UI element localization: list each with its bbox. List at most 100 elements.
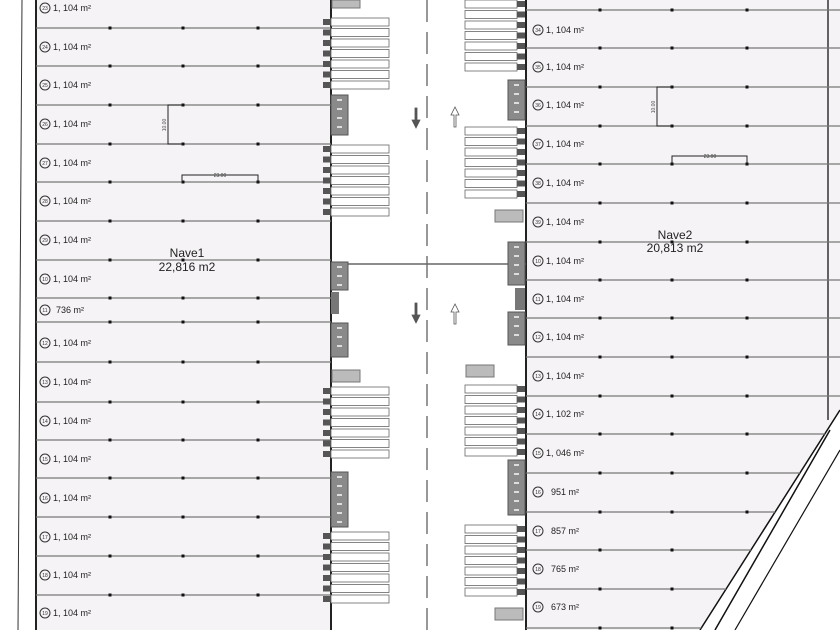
lot-marker — [670, 432, 674, 436]
lot-area: 1, 104 m² — [53, 196, 91, 206]
lot-number-circle — [532, 370, 544, 382]
lot-number: 15 — [42, 457, 48, 463]
lot-area: 1, 104 m² — [546, 217, 584, 227]
lot-number-circle — [532, 447, 544, 459]
lot-number-circle — [39, 337, 51, 349]
parking-stall-bumper — [517, 191, 525, 197]
lot-marker — [181, 593, 185, 597]
lot-number: 26 — [42, 122, 48, 128]
lot-number: 35 — [535, 65, 541, 71]
parking-stall-bumper — [517, 589, 525, 595]
parking-stall-bumper — [517, 386, 525, 392]
parking-stall-bumper — [517, 64, 525, 70]
lot-number-circle — [39, 234, 51, 246]
parking-stall-bumper — [323, 167, 331, 173]
parking-stall-bumper — [323, 61, 331, 67]
parking-block-mark — [337, 336, 342, 338]
gate — [331, 292, 339, 314]
parking-stall-bumper — [323, 585, 331, 592]
lot-number-circle — [532, 24, 544, 36]
parking-stall — [330, 80, 390, 90]
utility-box — [331, 0, 361, 9]
parking-stall-bumper — [517, 396, 525, 403]
lot-marker — [108, 180, 112, 184]
parking-block-mark — [514, 246, 519, 248]
lot-number: 15 — [535, 451, 541, 457]
dimension-depth — [167, 104, 183, 145]
lot-area: 1, 102 m² — [546, 409, 584, 419]
lot-marker — [108, 64, 112, 68]
lot-marker — [108, 320, 112, 324]
lot-area: 736 m² — [56, 305, 84, 315]
lot-marker — [108, 360, 112, 364]
lot-marker — [256, 476, 260, 480]
parking-stall — [330, 428, 390, 438]
lot-marker — [670, 510, 674, 514]
parking-stall-bumper — [323, 198, 331, 205]
parking-stall — [464, 437, 518, 446]
lot-marker — [181, 180, 185, 184]
parking-stall — [464, 168, 518, 178]
lot-marker — [670, 626, 674, 630]
lot-area: 1, 104 m² — [53, 274, 91, 284]
parking-stall-bumper — [517, 568, 525, 574]
parking-block-mark — [514, 325, 519, 327]
parking-stall — [330, 407, 390, 417]
gate — [515, 288, 525, 310]
parking-stall-bumper — [323, 388, 331, 394]
parking-stall-bumper — [323, 19, 331, 25]
parking-block-mark — [514, 102, 519, 104]
lot-number: 12 — [535, 335, 541, 341]
lot-marker — [256, 593, 260, 597]
lot-area: 1, 104 m² — [53, 377, 91, 387]
lot-marker — [745, 394, 749, 398]
lot-area: 1, 104 m² — [546, 62, 584, 72]
parking-stall — [330, 573, 390, 583]
lot-marker — [108, 554, 112, 558]
lot-marker — [256, 219, 260, 223]
lot-area: 1, 104 m² — [546, 332, 584, 342]
parking-block-mark — [337, 476, 342, 478]
parking-stall — [464, 179, 518, 188]
parking-block — [507, 79, 526, 121]
parking-stall — [330, 197, 390, 206]
lot-marker — [598, 278, 602, 282]
dimension-width — [181, 174, 259, 183]
parking-stall — [464, 545, 518, 555]
parking-stall — [330, 439, 390, 448]
parking-stall-bumper — [517, 438, 525, 445]
lot-marker — [670, 355, 674, 359]
parking-stall-bumper — [323, 533, 331, 539]
parking-stall-bumper — [517, 1, 525, 7]
lot-number-circle — [39, 195, 51, 207]
lot-marker — [181, 320, 185, 324]
parking-stall-bumper — [517, 180, 525, 187]
parking-stall-bumper — [323, 50, 331, 57]
nave1-name: Nave1 — [170, 246, 205, 260]
parking-stall-bumper — [517, 536, 525, 543]
parking-block — [330, 94, 349, 136]
parking-block-mark — [514, 316, 519, 318]
parking-block-mark — [514, 473, 519, 475]
lot-area: 1, 104 m² — [53, 454, 91, 464]
parking-stall-bumper — [323, 409, 331, 415]
lot-marker — [670, 8, 674, 12]
lot-marker — [256, 296, 260, 300]
lot-marker — [181, 296, 185, 300]
lot-number: 34 — [535, 28, 541, 34]
lot-marker — [181, 400, 185, 404]
lot-number-circle — [39, 453, 51, 465]
parking-stall-bumper — [517, 557, 525, 564]
dimension-depth — [656, 86, 672, 127]
parking-stall-bumper — [323, 440, 331, 447]
lot-marker — [181, 360, 185, 364]
lot-marker — [108, 438, 112, 442]
parking-stall — [464, 395, 518, 404]
lot-marker — [670, 46, 674, 50]
lot-number-circle — [532, 177, 544, 189]
parking-stall-bumper — [323, 451, 331, 457]
parking-stall-bumper — [323, 554, 331, 560]
parking-stall — [464, 158, 518, 167]
lot-area: 951 m² — [551, 487, 579, 497]
